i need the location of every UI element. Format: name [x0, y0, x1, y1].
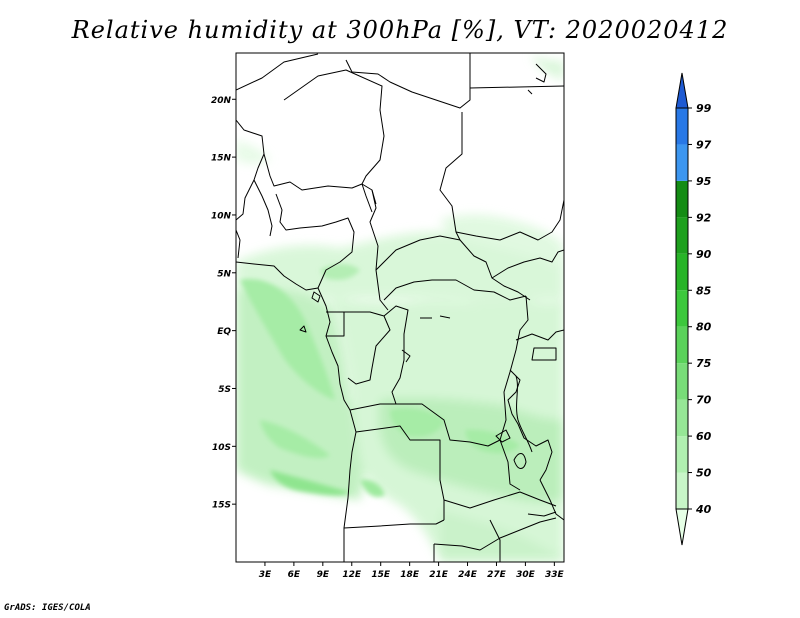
colorbar-label: 70	[696, 394, 712, 407]
lat-tick-label: 5N	[217, 269, 231, 279]
colorbar-segment	[676, 180, 688, 218]
colorbar: 40 50 60 70 75 80 85 90 92 95 97 99	[675, 72, 712, 546]
colorbar-label: 50	[696, 467, 712, 480]
colorbar-segment	[676, 253, 688, 291]
lon-tick-label: 27E	[487, 570, 507, 580]
colorbar-bottom-arrow	[675, 508, 689, 546]
lon-tick-label: 15E	[371, 570, 391, 580]
grads-credit: GrADS: IGES/COLA	[4, 603, 91, 613]
lon-tick-label: 21E	[429, 570, 449, 580]
lon-tick-label: 33E	[545, 570, 565, 580]
lon-tick-label: 3E	[259, 570, 272, 580]
lat-tick-label: 15N	[211, 154, 232, 164]
colorbar-label: 40	[695, 503, 712, 516]
colorbar-label: 95	[696, 175, 712, 188]
colorbar-label: 99	[696, 102, 712, 115]
colorbar-label: 60	[696, 430, 712, 443]
colorbar-segment	[676, 217, 688, 254]
colorbar-segment	[676, 144, 688, 181]
latitude-ticks: 20N 15N 10N 5N EQ 5S 10S 15S	[211, 96, 236, 511]
lon-tick-label: 18E	[400, 570, 420, 580]
colorbar-label: 97	[696, 138, 712, 151]
humidity-shading	[236, 55, 564, 562]
colorbar-segment	[676, 436, 688, 473]
colorbar-label: 75	[696, 357, 712, 370]
colorbar-label: 85	[696, 284, 712, 297]
colorbar-label: 90	[696, 248, 712, 261]
lat-tick-label: 10N	[211, 211, 232, 221]
colorbar-outline	[675, 107, 689, 510]
lat-tick-label: 20N	[211, 96, 232, 106]
lat-tick-label: 5S	[218, 385, 231, 395]
colorbar-top-arrow	[675, 72, 689, 109]
map-frame	[235, 52, 565, 563]
lon-tick-label: 30E	[516, 570, 536, 580]
colorbar-segment	[676, 363, 688, 400]
lon-tick-label: 12E	[342, 570, 362, 580]
map-title: Relative humidity at 300hPa [%], VT: 202…	[71, 16, 729, 44]
colorbar-segment	[676, 472, 688, 509]
lon-tick-label: 9E	[317, 570, 330, 580]
colorbar-segment	[676, 290, 688, 327]
colorbar-segment	[676, 326, 688, 364]
lat-tick-label: 10S	[212, 443, 231, 453]
longitude-ticks: 3E 6E 9E 12E 15E 18E 21E 24E 27E 30E 33E	[259, 562, 565, 580]
colorbar-segment	[676, 108, 688, 145]
lat-tick-label: EQ	[217, 327, 231, 337]
lat-tick-label: 15S	[212, 501, 231, 511]
colorbar-segment	[676, 399, 688, 437]
country-borders	[236, 53, 564, 562]
lon-tick-label: 6E	[288, 570, 301, 580]
lon-tick-label: 24E	[458, 570, 478, 580]
colorbar-label: 80	[696, 321, 712, 334]
colorbar-label: 92	[696, 211, 712, 224]
